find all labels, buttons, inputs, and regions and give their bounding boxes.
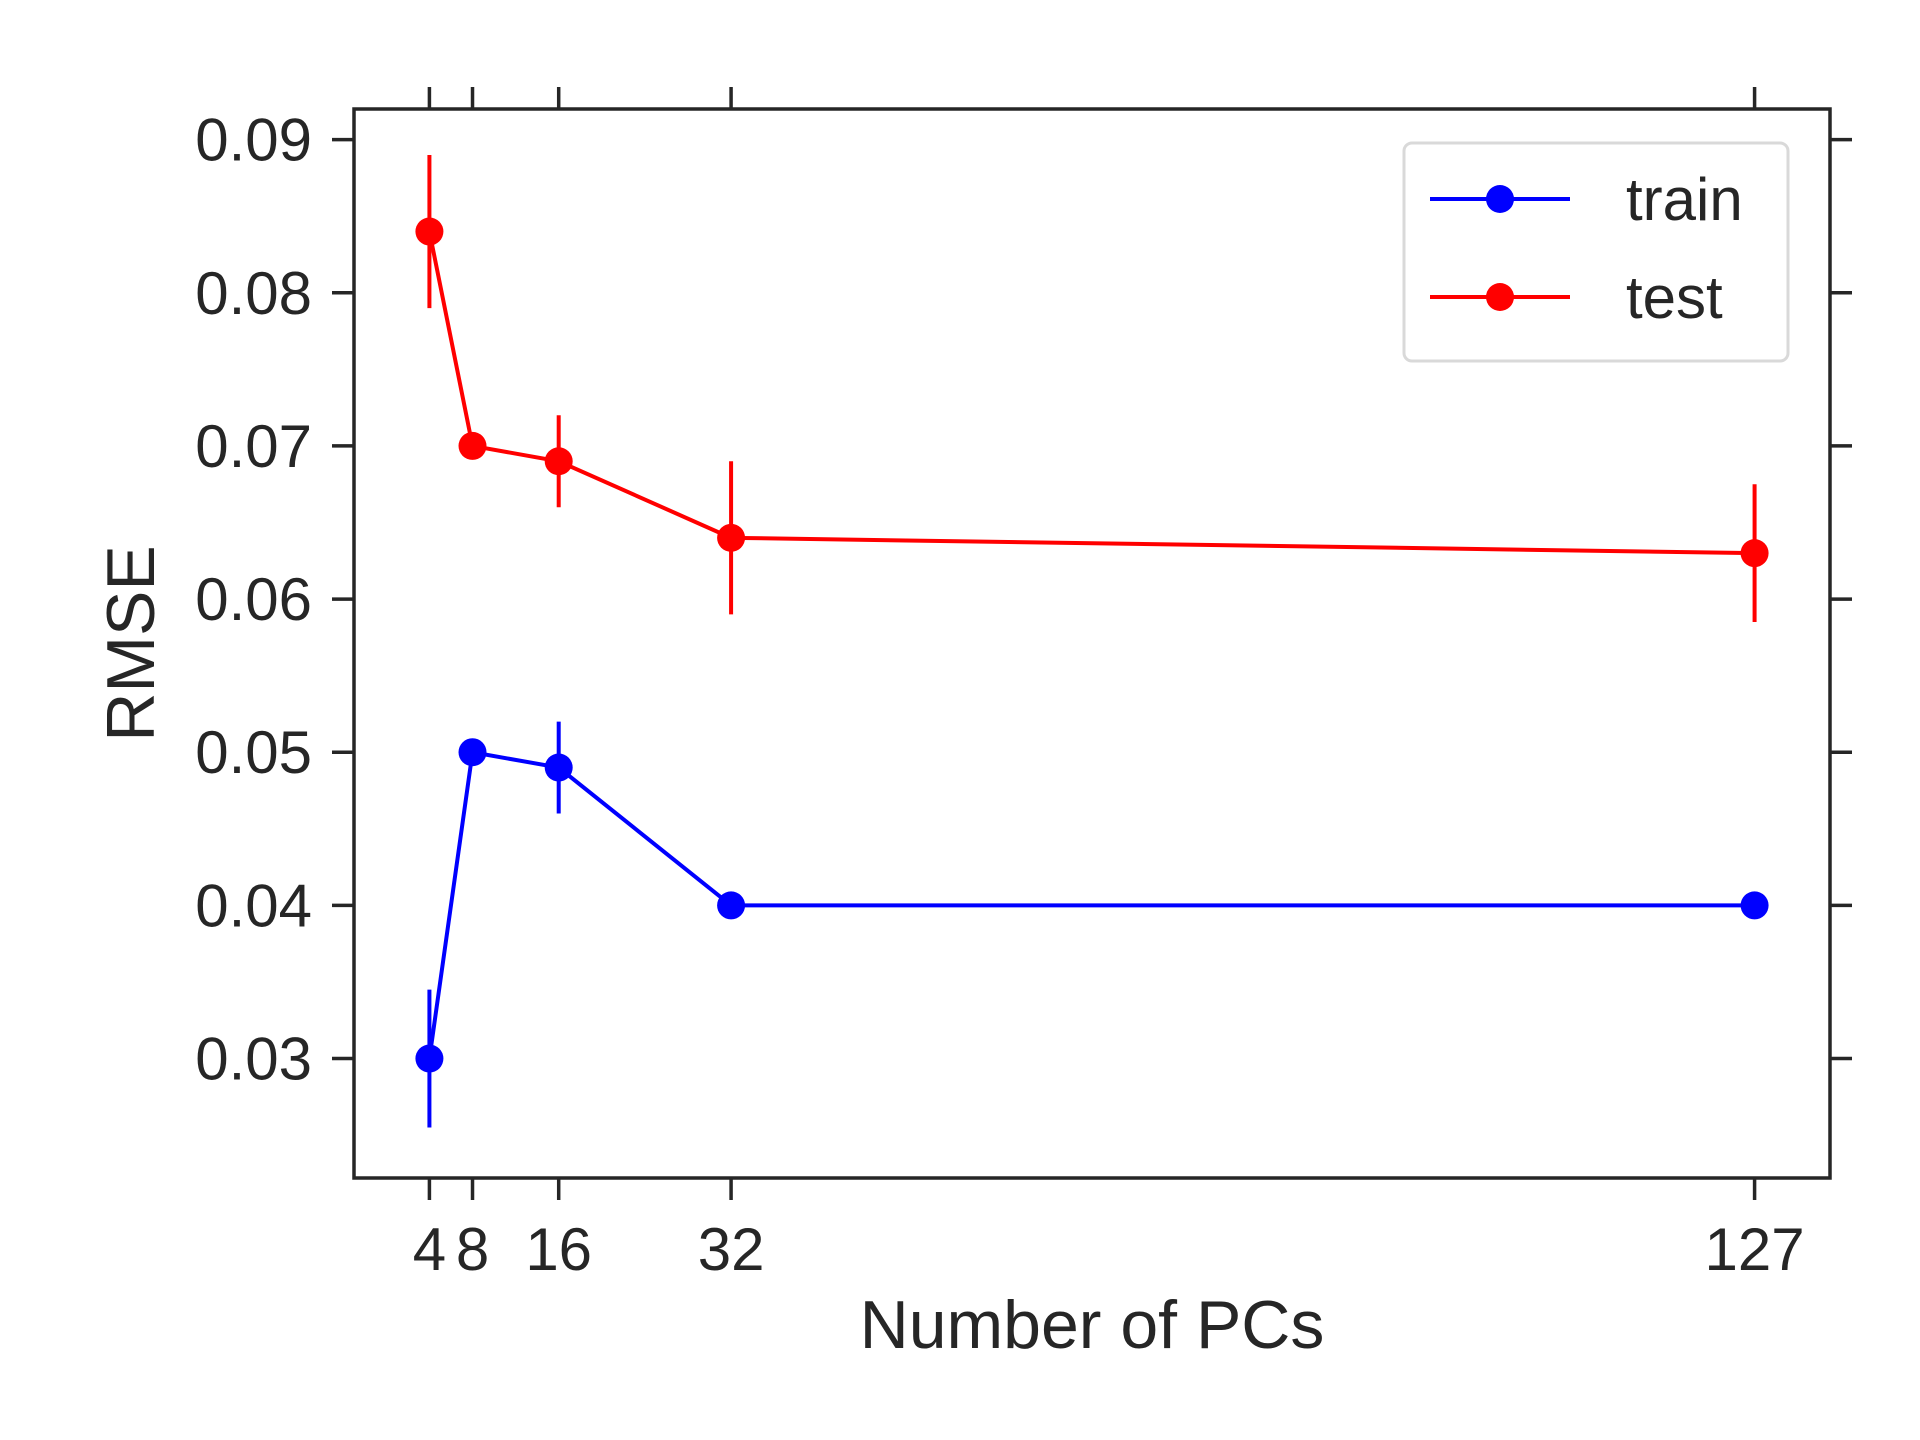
ticks-layer: 4 8 16 32 127 0.03 0.04 0.05 0.06 0.07 0.08 0.09 (195, 87, 1852, 1283)
x-tick-label-0: 4 (413, 1216, 446, 1283)
data-point-test-0 (415, 217, 444, 246)
data-point-test-2 (544, 447, 573, 476)
data-point-train-4 (1740, 891, 1769, 920)
x-axis-label: Number of PCs (860, 1287, 1325, 1363)
series-train (415, 721, 1769, 1128)
data-point-train-3 (717, 891, 746, 920)
data-point-train-0 (415, 1044, 444, 1073)
legend-marker-test (1486, 283, 1514, 311)
y-tick-label-5: 0.08 (195, 260, 312, 327)
x-tick-label-1: 8 (456, 1216, 489, 1283)
data-point-train-1 (458, 738, 487, 767)
legend-marker-train (1486, 185, 1514, 213)
y-tick-label-6: 0.09 (195, 107, 312, 174)
y-axis-label: RMSE (93, 545, 169, 741)
x-tick-label-3: 32 (698, 1216, 765, 1283)
data-point-test-3 (717, 523, 746, 552)
plot-frame (352, 107, 1832, 1180)
x-tick-label-2: 16 (525, 1216, 592, 1283)
y-tick-label-2: 0.05 (195, 719, 312, 786)
y-tick-label-0: 0.03 (195, 1026, 312, 1093)
y-tick-label-3: 0.06 (195, 566, 312, 633)
legend: train test (1402, 141, 1790, 363)
series-test (415, 154, 1769, 623)
data-point-train-2 (544, 753, 573, 782)
y-tick-label-1: 0.04 (195, 872, 312, 939)
y-tick-label-4: 0.07 (195, 413, 312, 480)
series-layer (415, 154, 1769, 1128)
legend-label-train: train (1626, 166, 1743, 233)
x-tick-label-4: 127 (1705, 1216, 1805, 1283)
legend-label-test: test (1626, 264, 1723, 331)
data-point-test-4 (1740, 539, 1769, 568)
data-point-test-1 (458, 431, 487, 460)
